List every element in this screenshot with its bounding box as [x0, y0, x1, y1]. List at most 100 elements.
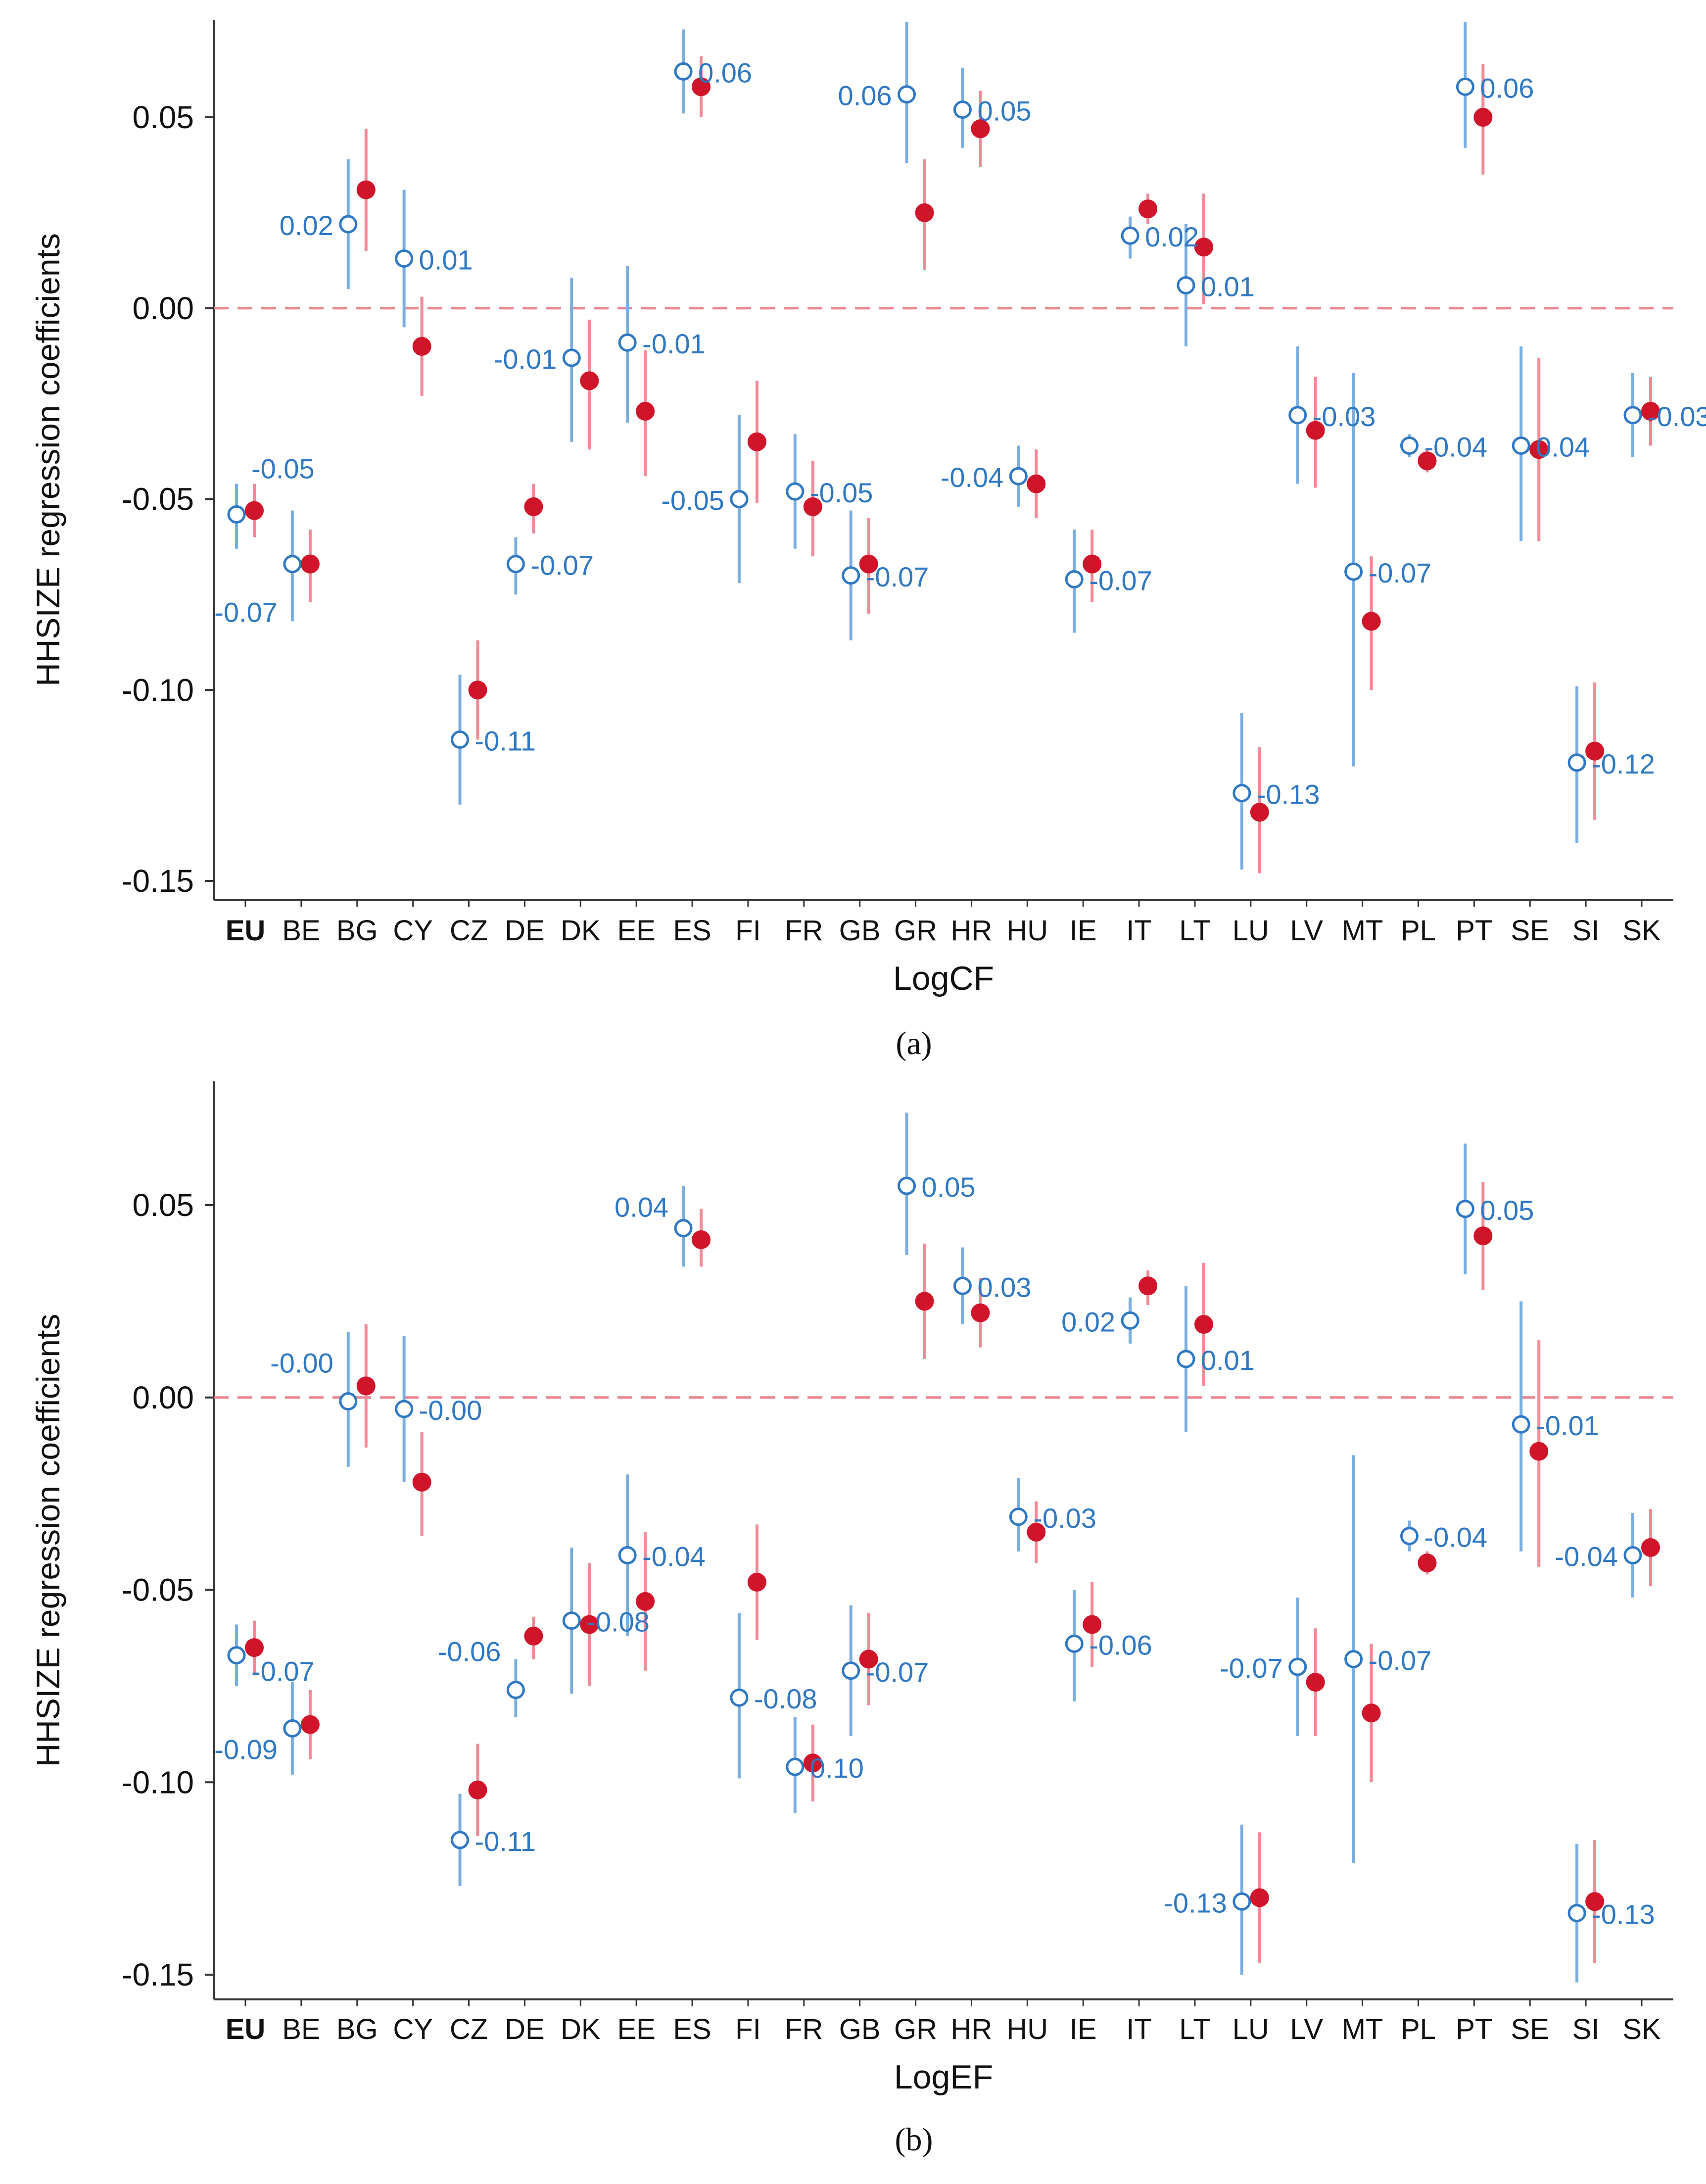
- panel-b-point-open: [1288, 1657, 1307, 1676]
- panel-a-y-tick-label: -0.05: [122, 482, 194, 517]
- panel-a-category-label: PL: [1401, 915, 1436, 947]
- panel-b-point-open: [1065, 1634, 1084, 1653]
- panel-a-data-label: -0.07: [1089, 565, 1152, 596]
- panel-a-data-label: 0.06: [698, 57, 752, 88]
- panel-a-point-open: [618, 333, 637, 352]
- panel-b-y-tick-label: 0.00: [132, 1380, 194, 1415]
- panel-b-category-label: GB: [839, 2013, 881, 2045]
- panel-a-data-label: 0.05: [977, 96, 1031, 127]
- panel-b-category-label: SI: [1572, 2013, 1600, 2045]
- panel-b-y-tick-label: -0.15: [122, 1957, 194, 1992]
- panel-b-data-label: -0.08: [754, 1683, 817, 1714]
- panel-a-category-label: PT: [1456, 915, 1492, 947]
- panel-b-data-label: -0.13: [1592, 1899, 1655, 1930]
- panel-a-data-label: -0.07: [530, 550, 594, 581]
- panel-a-point-open: [1567, 753, 1586, 772]
- panel-b-category-label: LU: [1232, 2013, 1269, 2045]
- panel-b-point-filled: [580, 1615, 599, 1634]
- panel-a-category-label: SK: [1622, 915, 1661, 947]
- panel-a-category-label: BE: [282, 915, 320, 947]
- panel-a-point-filled: [580, 371, 599, 390]
- panel-a-category-label: SE: [1511, 915, 1549, 947]
- panel-a-category-label: DE: [505, 915, 545, 947]
- panel-a-point-open: [953, 100, 972, 119]
- panel-b-point-filled: [300, 1715, 320, 1734]
- panel-a-point-filled: [1194, 238, 1213, 257]
- panel-a-point-open: [1288, 406, 1307, 425]
- panel-b-category-label: IE: [1070, 2013, 1097, 2045]
- panel-b-category-label: BE: [282, 2013, 320, 2045]
- panel-a-point-open: [395, 249, 414, 268]
- panel-a-data-label: -0.13: [1257, 779, 1320, 810]
- panel-b-data-label: -0.07: [1369, 1645, 1432, 1676]
- panel-a-data-label: -0.05: [810, 477, 873, 508]
- panel-a-point-open: [1456, 77, 1474, 96]
- panel-a-point-filled: [1585, 741, 1605, 761]
- panel-a-category-label: FR: [785, 915, 823, 947]
- panel-a-data-label: -0.05: [251, 453, 315, 484]
- panel-a-category-label: IE: [1070, 915, 1097, 947]
- panel-b-data-label: -0.11: [475, 1826, 536, 1857]
- panel-b-point-open: [1344, 1650, 1363, 1668]
- panel-b-data-label: -0.07: [866, 1656, 929, 1688]
- panel-b-point-filled: [1083, 1615, 1102, 1634]
- panel-a-category-label: LU: [1232, 915, 1269, 947]
- panel-b-data-label: -0.00: [270, 1348, 333, 1379]
- panel-b-point-filled: [1362, 1703, 1381, 1723]
- panel-a-point-open: [786, 482, 805, 501]
- panel-a-point-filled: [1418, 451, 1437, 471]
- panel-a-data-label: 0.06: [1480, 72, 1534, 103]
- panel-b-point-filled: [1027, 1522, 1046, 1542]
- panel-b-data-label: 0.05: [1480, 1195, 1534, 1226]
- panel-a-point-filled: [1083, 554, 1102, 574]
- panel-b-point-open: [786, 1757, 805, 1776]
- panel-b-point-open: [1623, 1546, 1642, 1565]
- panel-a-point-filled: [915, 203, 934, 222]
- panel-a-point-filled: [1250, 803, 1269, 822]
- panel-a-point-filled: [300, 554, 320, 574]
- panel-a-data-label: -0.01: [494, 343, 557, 375]
- panel-a-category-label: LV: [1290, 915, 1323, 947]
- panel-a-point-filled: [356, 180, 376, 199]
- panel-b-data-label: 0.02: [1061, 1306, 1115, 1337]
- panel-b-data-label: -0.08: [586, 1606, 650, 1638]
- panel-b-point-filled: [1641, 1538, 1660, 1557]
- panel-b-category-label: MT: [1342, 2013, 1383, 2045]
- panel-a-category-label: LT: [1179, 915, 1210, 947]
- panel-b-point-filled: [1473, 1226, 1493, 1246]
- panel-a-y-tick-label: -0.15: [122, 863, 194, 899]
- panel-b-point-open: [1177, 1350, 1195, 1368]
- panel-a-point-filled: [803, 497, 822, 516]
- panel-a-category-label: CY: [393, 915, 433, 947]
- panel-a-y-axis-label: HHSIZE regression coefficients: [30, 233, 66, 686]
- panel-b-category-label: LV: [1290, 2013, 1323, 2045]
- panel-a-data-label: -0.07: [214, 597, 278, 628]
- panel-b-category-label: PT: [1456, 2013, 1492, 2045]
- panel-b-point-open: [730, 1688, 749, 1707]
- panel-a-y-tick-label: 0.00: [132, 291, 194, 326]
- panel-a-data-label: -0.03: [1313, 401, 1376, 432]
- panel-b-point-filled: [1306, 1673, 1325, 1692]
- panel-a-point-open: [674, 62, 693, 81]
- panel-b-data-label: -0.13: [1164, 1887, 1227, 1918]
- panel-a-point-filled: [636, 402, 655, 421]
- panel-b-point-filled: [412, 1472, 431, 1492]
- panel-a-point-open: [1232, 784, 1251, 803]
- panel-b-category-label: CZ: [450, 2013, 488, 2045]
- panel-b-point-filled: [1529, 1442, 1549, 1461]
- panel-b-category-label: EU: [226, 2013, 266, 2045]
- panel-b-category-label: BG: [336, 2013, 378, 2045]
- panel-a-point-filled: [1027, 474, 1046, 493]
- panel-a-data-label: -0.05: [661, 485, 724, 516]
- panel-b-point-filled: [468, 1780, 487, 1799]
- panel-b-point-filled: [915, 1292, 934, 1311]
- panel-b-point-open: [451, 1831, 470, 1849]
- panel-b-x-axis-label: LogEF: [894, 2058, 993, 2096]
- panel-b-point-open: [506, 1681, 525, 1699]
- panel-b-data-label: -0.06: [1089, 1629, 1152, 1660]
- panel-b-point-open: [674, 1219, 693, 1238]
- panel-b-point-filled: [1250, 1888, 1269, 1907]
- panel-b-data-label: 0.03: [977, 1271, 1031, 1303]
- panel-a-data-label: -0.07: [866, 561, 929, 592]
